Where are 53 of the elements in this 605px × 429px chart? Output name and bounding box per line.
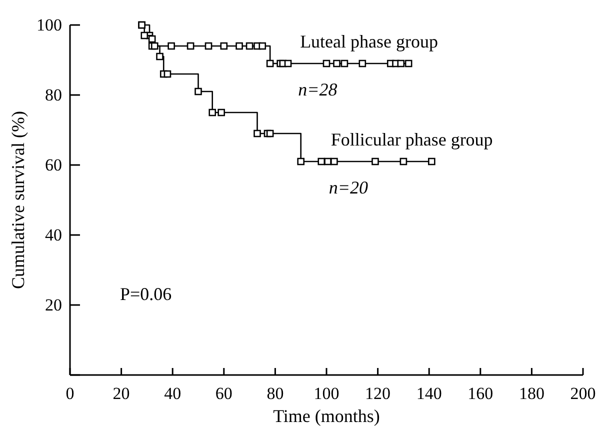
point: [358, 60, 366, 68]
point: [258, 42, 266, 50]
series-label: Luteal phase group: [300, 32, 438, 52]
point: [194, 88, 202, 96]
point: [164, 70, 172, 78]
x-tick-label: 140: [416, 384, 442, 404]
point: [148, 35, 156, 43]
y-axis-title: Cumulative survival (%): [8, 111, 28, 289]
point: [156, 52, 164, 60]
point: [208, 108, 216, 116]
point: [186, 42, 194, 50]
point: [333, 60, 340, 68]
x-tick-label: 120: [365, 384, 391, 404]
point: [340, 60, 348, 68]
point: [204, 42, 212, 50]
y-tick-label: 80: [45, 85, 62, 104]
point: [168, 42, 175, 50]
y-tick-label: 100: [36, 15, 62, 34]
x-tick-label: 20: [112, 384, 130, 404]
x-tick-label: 160: [468, 384, 494, 404]
point: [400, 158, 408, 166]
annotation: n=20: [328, 178, 368, 198]
x-tick-label: 200: [570, 384, 596, 404]
point: [428, 158, 436, 166]
point: [297, 158, 304, 166]
annotation: n=28: [298, 80, 338, 100]
point: [266, 60, 274, 68]
point: [330, 158, 338, 166]
x-tick-label: 80: [266, 384, 284, 404]
y-tick-label: 20: [45, 295, 62, 314]
point: [372, 158, 379, 166]
x-tick-label: 60: [215, 384, 232, 404]
y-tick-label: 40: [45, 225, 62, 244]
point: [322, 60, 330, 68]
x-tick-label: 180: [518, 384, 544, 404]
point: [236, 42, 243, 50]
point: [404, 60, 412, 68]
point: [266, 130, 274, 138]
point: [140, 32, 148, 40]
point: [220, 42, 228, 50]
series-label: Follicular phase group: [330, 130, 493, 150]
point: [218, 108, 225, 116]
x-tick-label: 0: [66, 384, 74, 404]
x-tick-label: 40: [164, 384, 182, 404]
x-tick-label: 100: [314, 384, 340, 404]
point: [150, 42, 158, 50]
point: [397, 60, 405, 68]
annotation: P=0.06: [120, 284, 172, 304]
y-tick-label: 60: [45, 155, 62, 174]
point: [254, 130, 261, 138]
x-axis-title: Time (months): [273, 406, 380, 426]
point: [246, 42, 254, 50]
point: [284, 60, 292, 68]
